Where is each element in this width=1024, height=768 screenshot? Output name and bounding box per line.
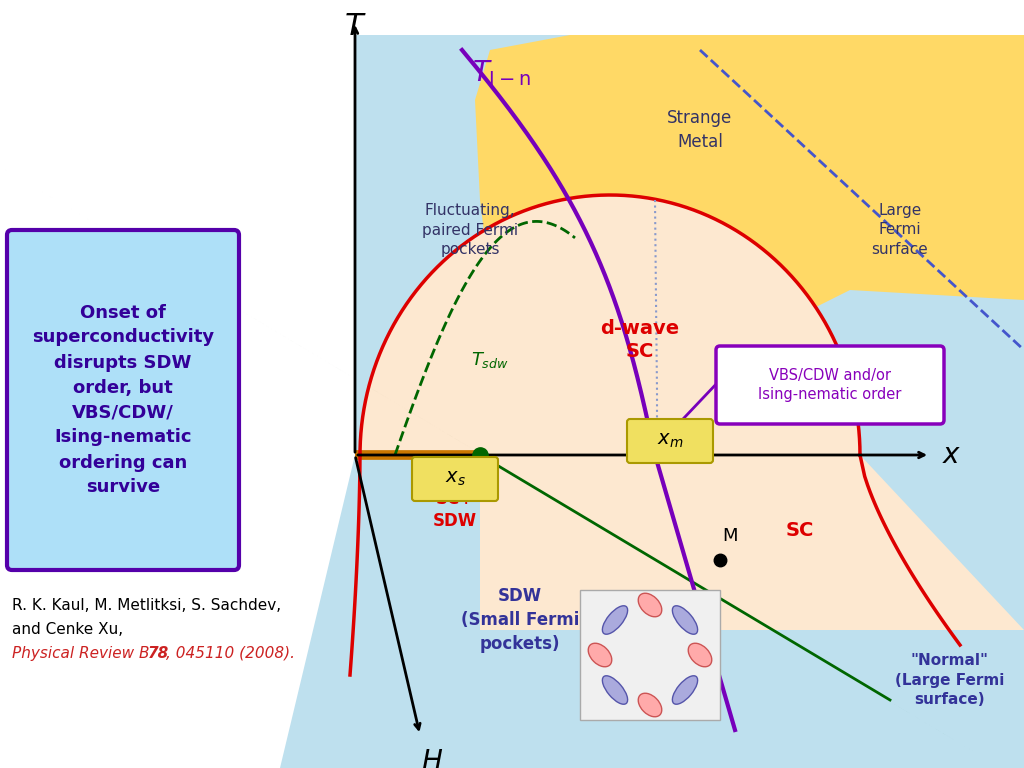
Polygon shape [480, 455, 1024, 630]
Ellipse shape [602, 606, 628, 634]
Text: $T_{\rm I-n}$: $T_{\rm I-n}$ [472, 58, 531, 88]
Text: SC: SC [785, 521, 814, 539]
FancyBboxPatch shape [412, 457, 498, 501]
Polygon shape [580, 590, 720, 720]
Polygon shape [280, 455, 1024, 768]
Ellipse shape [688, 644, 712, 667]
Polygon shape [475, 35, 1024, 455]
Text: Onset of
superconductivity
disrupts SDW
order, but
VBS/CDW/
Ising-nematic
orderi: Onset of superconductivity disrupts SDW … [32, 303, 214, 496]
Text: R. K. Kaul, M. Metlitksi, S. Sachdev,: R. K. Kaul, M. Metlitksi, S. Sachdev, [12, 598, 282, 613]
Text: Physical Review B: Physical Review B [12, 646, 155, 661]
Text: Fluctuating,
paired Fermi
pockets: Fluctuating, paired Fermi pockets [422, 203, 518, 257]
Text: d-wave
SC: d-wave SC [600, 319, 680, 361]
Polygon shape [360, 195, 860, 455]
Text: $T$: $T$ [344, 12, 367, 41]
Text: SC+
SDW: SC+ SDW [433, 490, 477, 530]
Ellipse shape [638, 593, 662, 617]
Text: M: M [722, 527, 737, 545]
Text: $x_s$: $x_s$ [444, 469, 466, 488]
Text: $x$: $x$ [942, 441, 962, 469]
Text: $T_{sdw}$: $T_{sdw}$ [471, 350, 509, 370]
Text: , 045110 (2008).: , 045110 (2008). [166, 646, 295, 661]
FancyBboxPatch shape [716, 346, 944, 424]
Ellipse shape [602, 676, 628, 704]
FancyBboxPatch shape [627, 419, 713, 463]
Text: Strange
Metal: Strange Metal [668, 109, 732, 151]
Text: $x_m$: $x_m$ [656, 432, 683, 451]
Text: 78: 78 [148, 646, 169, 661]
Text: and Cenke Xu,: and Cenke Xu, [12, 622, 123, 637]
Ellipse shape [673, 606, 697, 634]
Text: $H$: $H$ [421, 748, 443, 768]
Text: VBS/CDW and/or
Ising-nematic order: VBS/CDW and/or Ising-nematic order [759, 368, 902, 402]
Text: SDW
(Small Fermi
pockets): SDW (Small Fermi pockets) [461, 588, 580, 653]
Ellipse shape [673, 676, 697, 704]
Polygon shape [355, 35, 1024, 455]
Text: "Normal"
(Large Fermi
surface): "Normal" (Large Fermi surface) [895, 653, 1005, 707]
FancyBboxPatch shape [7, 230, 239, 570]
Ellipse shape [638, 694, 662, 717]
Text: Large
Fermi
surface: Large Fermi surface [871, 203, 929, 257]
Ellipse shape [588, 644, 611, 667]
